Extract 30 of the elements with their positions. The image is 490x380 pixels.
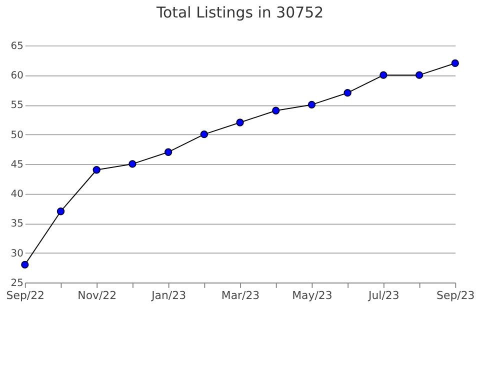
y-tick-label: 50 [10, 130, 24, 141]
point [164, 148, 172, 156]
x-tick-label: Sep/23 [436, 288, 475, 302]
x-tick-label: Jul/23 [368, 288, 400, 302]
y-tick-label: 60 [10, 70, 24, 82]
point [236, 118, 244, 126]
y-tick-label: 40 [10, 189, 24, 200]
y-tick-label: 45 [10, 159, 24, 170]
x-tick-label: Nov/22 [78, 288, 117, 302]
point [21, 260, 29, 269]
point [451, 59, 459, 68]
x-tick-label: Jan/23 [150, 288, 186, 302]
y-tick-label: 25 [10, 278, 24, 289]
point [308, 100, 316, 109]
point [200, 130, 208, 138]
chart-title: Total Listings in 30752 [155, 4, 324, 22]
point [380, 71, 388, 79]
y-tick-label: 30 [10, 248, 24, 260]
point [56, 208, 65, 216]
point [92, 166, 100, 174]
x-tick-label: Sep/22 [6, 288, 45, 302]
point [344, 89, 352, 97]
x-tick-label: Mar/23 [221, 288, 260, 302]
y-tick-label: 35 [10, 218, 24, 230]
point [272, 106, 280, 114]
point [128, 160, 136, 168]
y-tick-label: 55 [10, 100, 24, 112]
y-tick-label: 65 [10, 40, 24, 52]
x-tick-label: May/23 [292, 288, 332, 302]
point [415, 71, 424, 79]
